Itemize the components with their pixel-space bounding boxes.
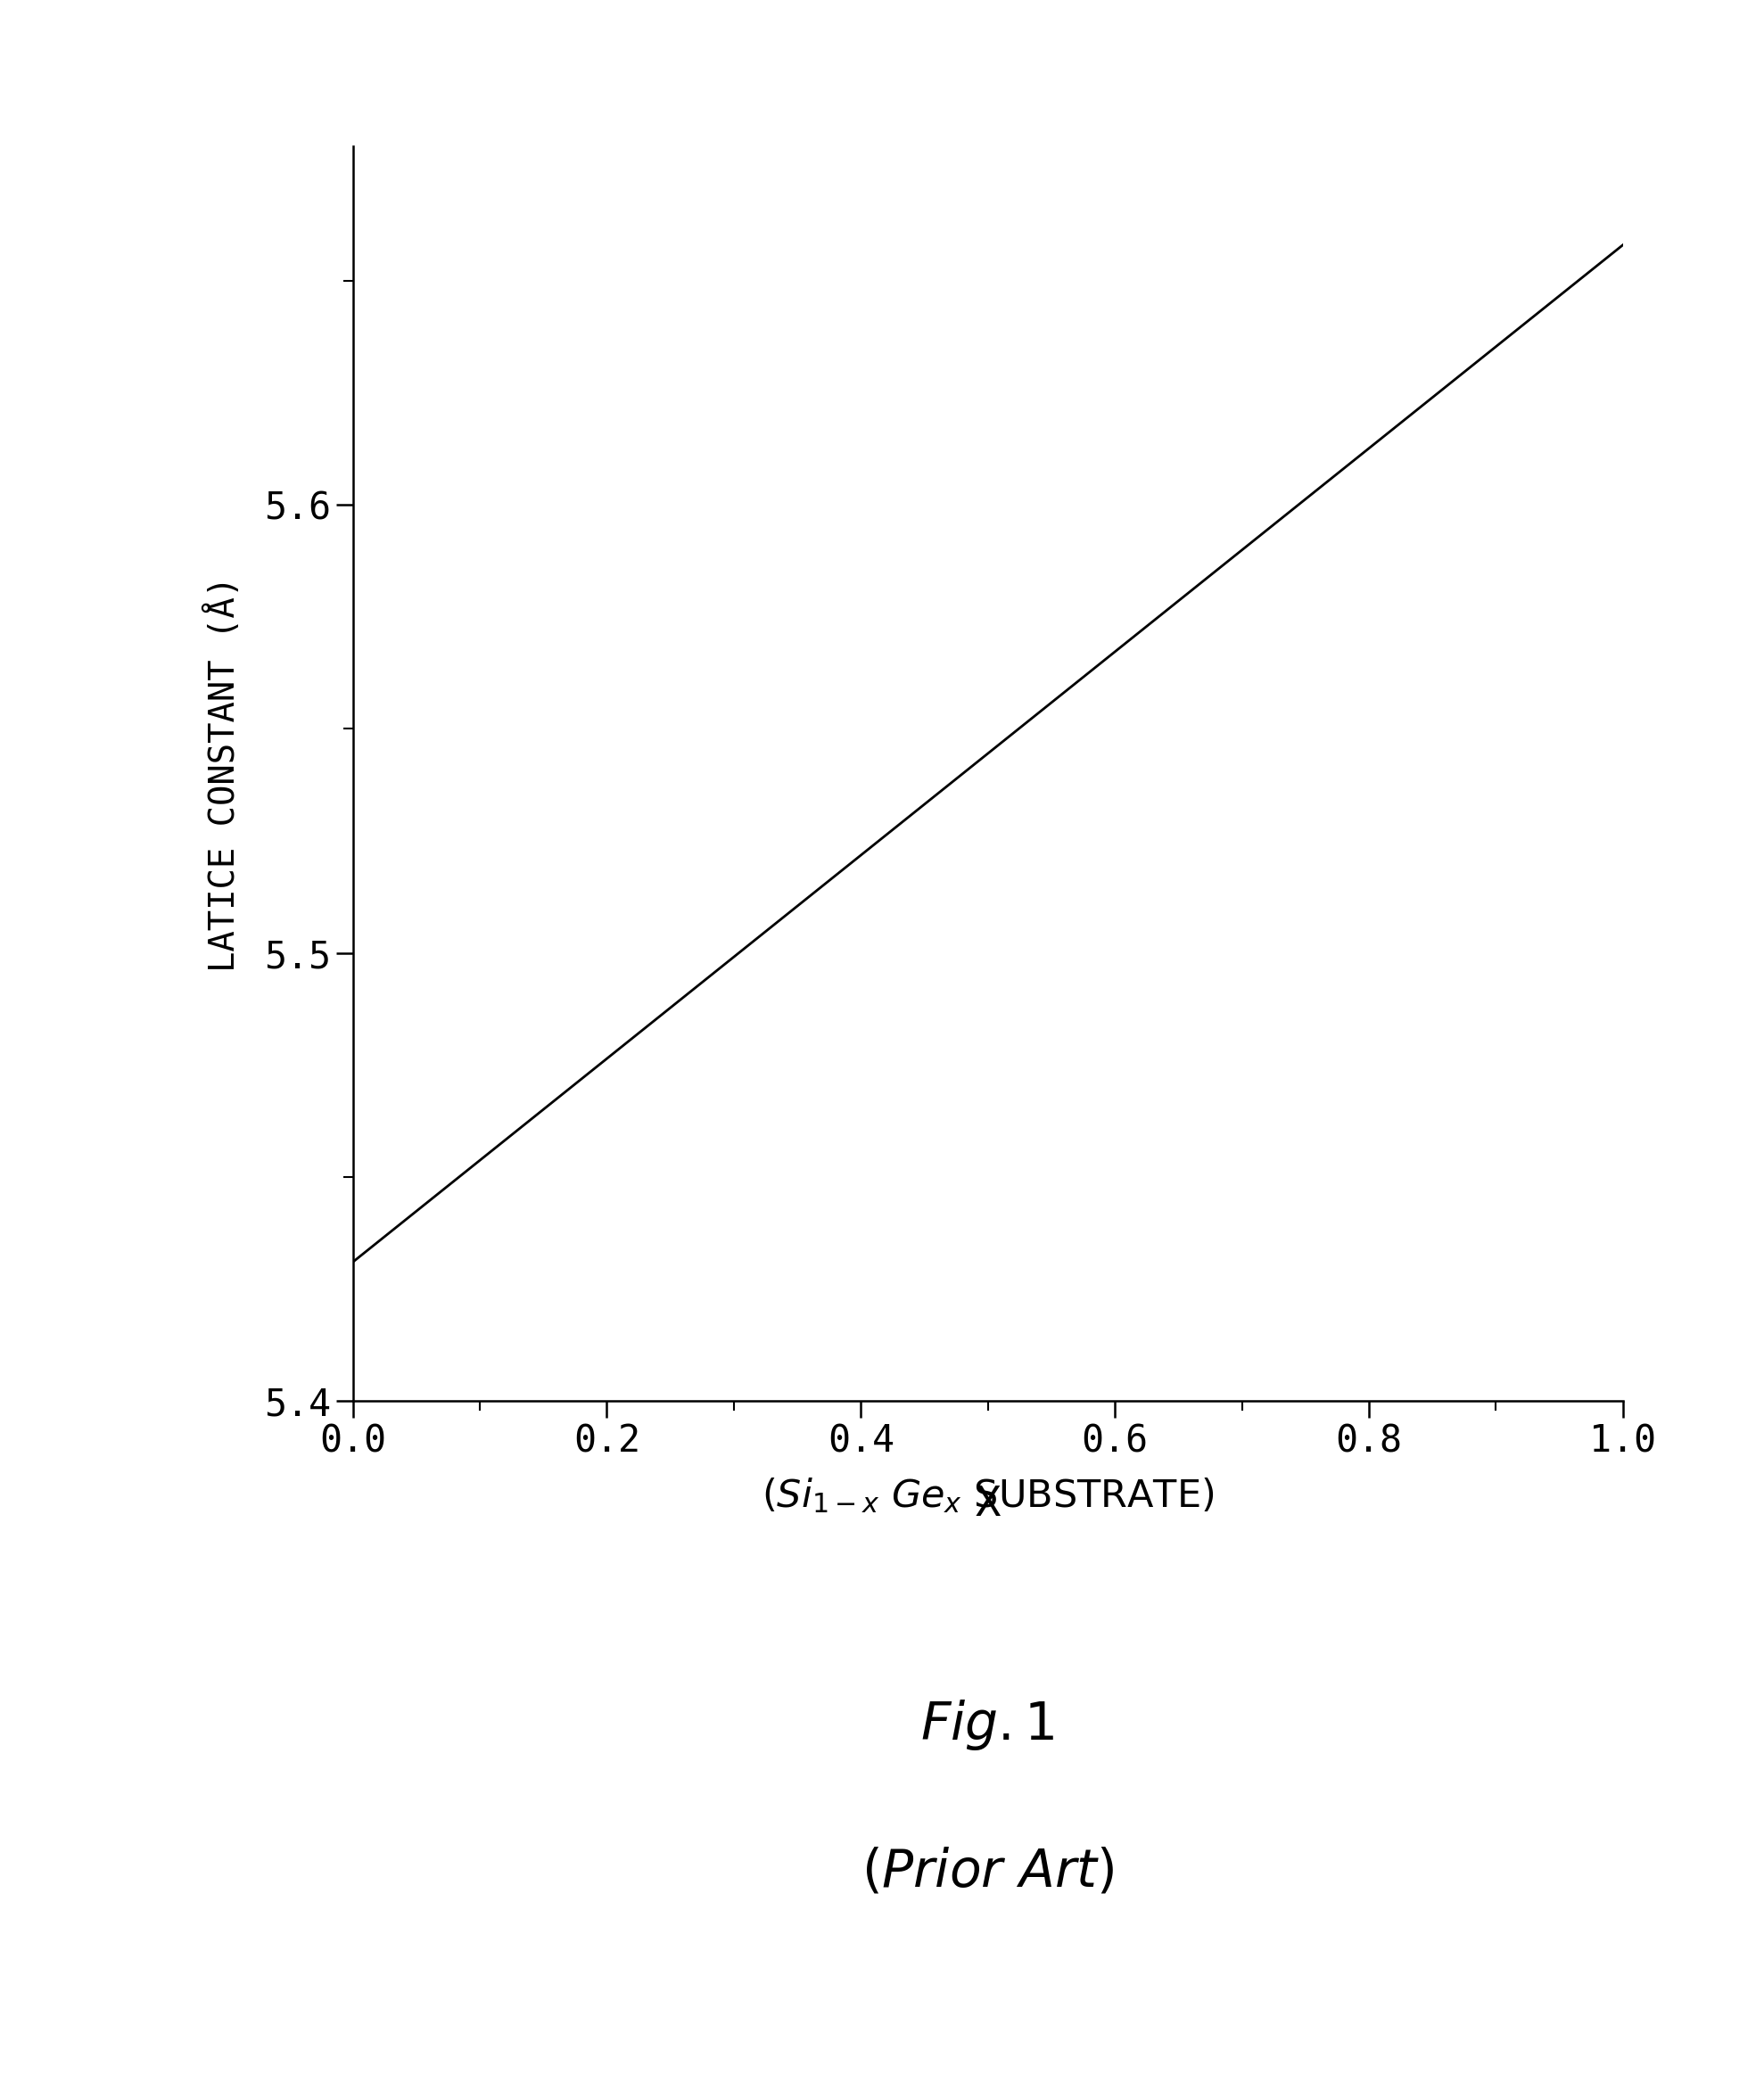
Text: $(Si_{1-x}\ Ge_x\ \mathrm{SUBSTRATE})$: $(Si_{1-x}\ Ge_x\ \mathrm{SUBSTRATE})$ [762, 1476, 1214, 1514]
Text: $\it{Fig.1}$: $\it{Fig.1}$ [921, 1698, 1055, 1752]
Y-axis label: LATICE CONSTANT (Å): LATICE CONSTANT (Å) [205, 575, 242, 972]
X-axis label: X: X [975, 1485, 1000, 1524]
Text: $\it{(Prior\ Art)}$: $\it{(Prior\ Art)}$ [861, 1846, 1115, 1897]
